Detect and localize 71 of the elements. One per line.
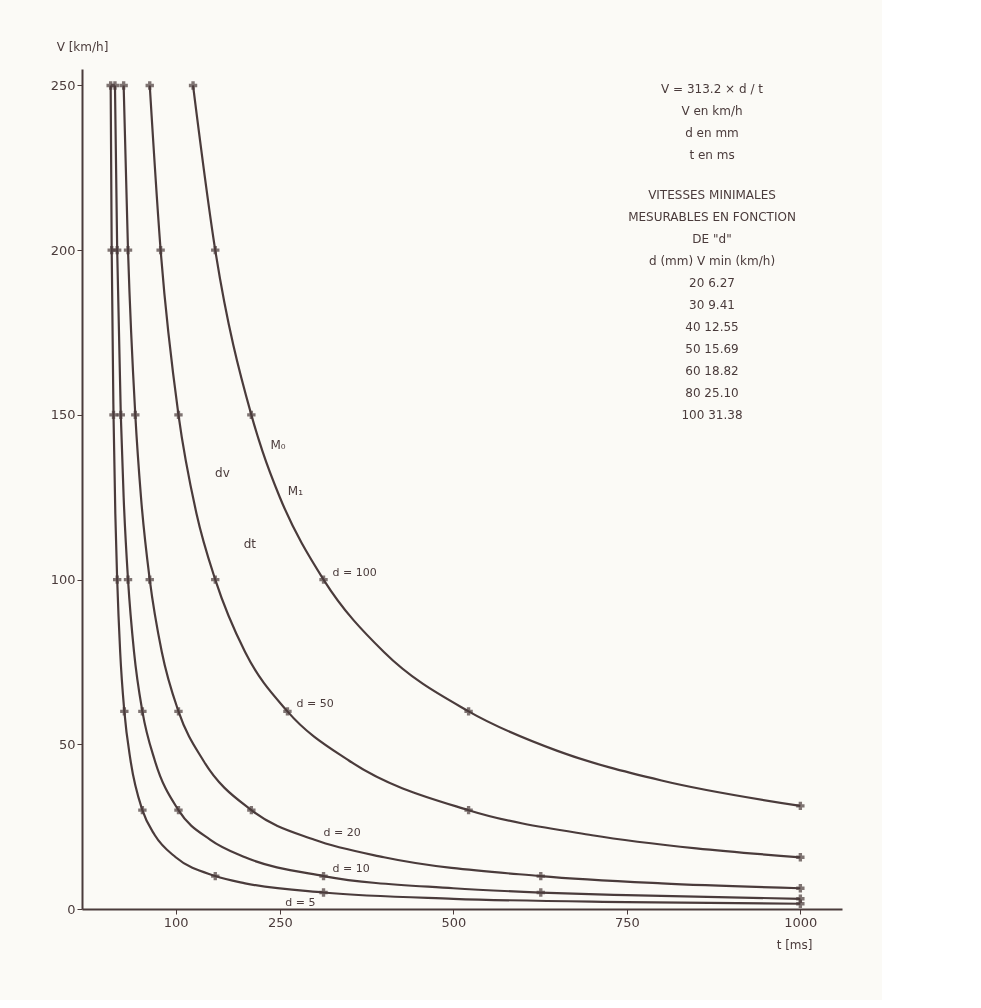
x-tick-label: 1000 (784, 914, 818, 930)
annotation: 50 15.69 (685, 342, 739, 356)
y-tick-label: 0 (67, 901, 76, 917)
point (156, 245, 165, 255)
point (123, 245, 133, 255)
series-label: d = 100 (332, 565, 377, 579)
point (211, 871, 220, 881)
point (188, 81, 198, 90)
series-label: d = 20 (323, 825, 361, 839)
y-tick-label: 50 (58, 736, 76, 752)
point (211, 575, 220, 584)
annotation: d (mm) V min (km/h) (648, 254, 776, 268)
series-label: d = 10 (332, 862, 370, 876)
annotation: DE "d" (692, 232, 732, 246)
point (796, 894, 805, 903)
point (796, 884, 805, 893)
x-axis-title: t [ms] (776, 937, 813, 952)
point (116, 410, 125, 420)
annotation: 80 25.10 (685, 386, 739, 400)
y-tick-label: 150 (50, 407, 76, 423)
point (247, 805, 256, 815)
annotation: 40 12.55 (685, 320, 739, 334)
point (123, 575, 133, 584)
annotation: 100 31.38 (681, 408, 743, 422)
point (145, 81, 154, 90)
y-tick-label: 100 (50, 572, 76, 588)
point (796, 801, 805, 811)
point (536, 888, 545, 897)
point (174, 805, 183, 815)
annotation: VITESSES MINIMALES (648, 188, 776, 202)
x-tick-label: 500 (441, 914, 467, 930)
point (319, 575, 328, 584)
annotation: M₁ (287, 484, 304, 499)
point (174, 707, 183, 716)
annotation: MESURABLES EN FONCTION (628, 210, 796, 224)
annotation: dt (243, 537, 257, 552)
point (131, 410, 140, 420)
series-label: d = 50 (296, 697, 334, 711)
point (464, 707, 473, 716)
annotation: 60 18.82 (685, 364, 739, 378)
point (110, 81, 120, 90)
point (283, 707, 292, 716)
annotation: t en ms (689, 148, 735, 162)
annotation: V en km/h (681, 104, 743, 118)
point (174, 410, 183, 420)
x-tick-label: 750 (614, 914, 640, 930)
x-tick-label: 100 (163, 914, 189, 930)
annotation: M₀ (270, 438, 286, 453)
point (247, 410, 256, 420)
point (319, 888, 328, 897)
series-label: d = 5 (285, 895, 316, 909)
annotation: 20 6.27 (689, 276, 735, 290)
annotation: dv (215, 466, 230, 481)
y-tick-label: 250 (50, 77, 76, 93)
annotation: V = 313.2 × d / t (661, 82, 764, 96)
point (796, 853, 805, 862)
point (120, 707, 129, 716)
x-tick-label: 250 (267, 914, 293, 930)
y-tick-label: 200 (50, 242, 76, 258)
point (113, 575, 122, 584)
point (319, 871, 328, 881)
point (138, 707, 147, 716)
point (464, 805, 473, 815)
point (109, 410, 118, 420)
point (119, 81, 128, 90)
annotation: 30 9.41 (689, 298, 735, 312)
y-axis-title: V [km/h] (56, 39, 109, 54)
point (145, 575, 154, 584)
annotation: d en mm (685, 126, 739, 140)
point (536, 871, 545, 881)
point (138, 805, 147, 815)
